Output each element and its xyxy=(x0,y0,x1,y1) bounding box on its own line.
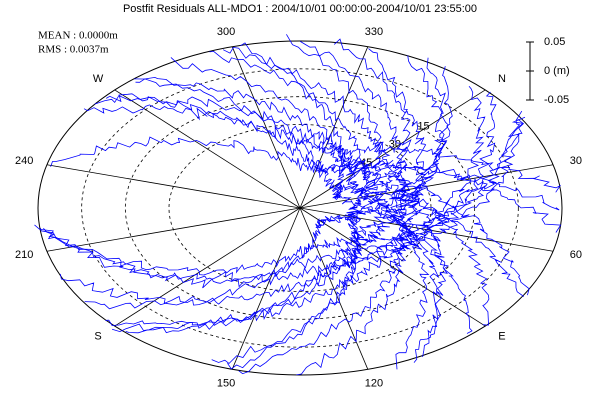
residual-trace xyxy=(227,48,412,370)
azimuth-line xyxy=(46,164,301,209)
azimuth-label: E xyxy=(498,331,505,343)
residual-trace xyxy=(83,104,562,193)
residual-trace xyxy=(125,57,449,334)
azimuth-label: W xyxy=(93,73,104,85)
azimuth-line xyxy=(231,46,301,209)
azimuth-label: S xyxy=(94,331,101,343)
residual-trace xyxy=(43,110,523,282)
rms-label: RMS : 0.0037m xyxy=(38,44,109,56)
residual-trace xyxy=(105,91,497,326)
scale-label: 0 (m) xyxy=(544,65,570,77)
residual-trace xyxy=(59,85,486,306)
azimuth-label: 30 xyxy=(570,155,582,167)
residual-trace xyxy=(134,76,530,296)
azimuth-line xyxy=(299,46,369,209)
azimuth-label: 210 xyxy=(15,249,33,261)
mean-label: MEAN : 0.0000m xyxy=(38,30,118,42)
residual-trace xyxy=(209,50,430,370)
residual-trace xyxy=(170,57,440,357)
residual-trace xyxy=(211,34,383,365)
chart-title: Postfit Residuals ALL-MDO1 : 2004/10/01 … xyxy=(123,3,477,15)
scale-label: -0.05 xyxy=(544,94,569,106)
scale-label: 0.05 xyxy=(544,36,565,48)
residual-trace xyxy=(296,41,408,376)
residual-trace xyxy=(94,95,490,326)
azimuth-label: 240 xyxy=(15,155,33,167)
residual-trace xyxy=(84,66,453,310)
azimuth-label: 300 xyxy=(217,26,235,38)
azimuth-label: 150 xyxy=(217,378,235,390)
residual-trace xyxy=(34,118,525,289)
elevation-ring xyxy=(168,124,432,292)
residual-trace xyxy=(238,38,427,375)
residual-trace xyxy=(105,93,560,211)
residual-trace xyxy=(40,116,526,276)
horizon xyxy=(37,40,563,376)
azimuth-line xyxy=(299,207,369,370)
elevation-label: 15 xyxy=(417,120,429,132)
elevation-ring xyxy=(124,96,476,320)
azimuth-label: 330 xyxy=(365,26,383,38)
residual-trace xyxy=(240,42,473,334)
azimuth-line xyxy=(114,207,301,327)
azimuth-label: N xyxy=(498,73,506,85)
azimuth-label: 120 xyxy=(365,378,383,390)
residual-trace xyxy=(50,136,562,233)
azimuth-label: 60 xyxy=(570,249,582,261)
